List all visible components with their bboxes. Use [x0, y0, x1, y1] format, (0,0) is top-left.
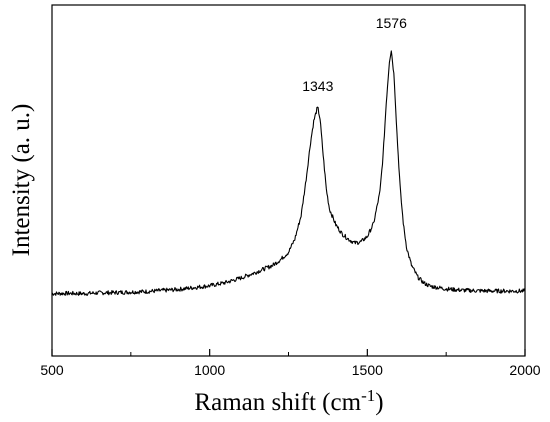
x-tick-label: 2000 [509, 362, 540, 378]
y-axis-title: Intensity (a. u.) [8, 104, 35, 257]
x-axis-title: Raman shift (cm-1) [194, 386, 383, 416]
spectrum-line [51, 50, 526, 296]
plot-frame [51, 4, 526, 357]
x-tick-label: 500 [40, 362, 64, 378]
peak-label: 1576 [376, 15, 407, 31]
x-tick-labels: 500 1000 1500 2000 [40, 362, 540, 378]
x-tick-label: 1000 [194, 362, 225, 378]
peak-annotations: 1343 1576 [302, 15, 407, 94]
peak-label: 1343 [302, 78, 333, 94]
x-axis-title-superscript: -1 [361, 386, 375, 405]
tick-marks [51, 349, 526, 356]
x-tick-label: 1500 [352, 362, 383, 378]
x-axis-title-close: ) [375, 389, 383, 416]
